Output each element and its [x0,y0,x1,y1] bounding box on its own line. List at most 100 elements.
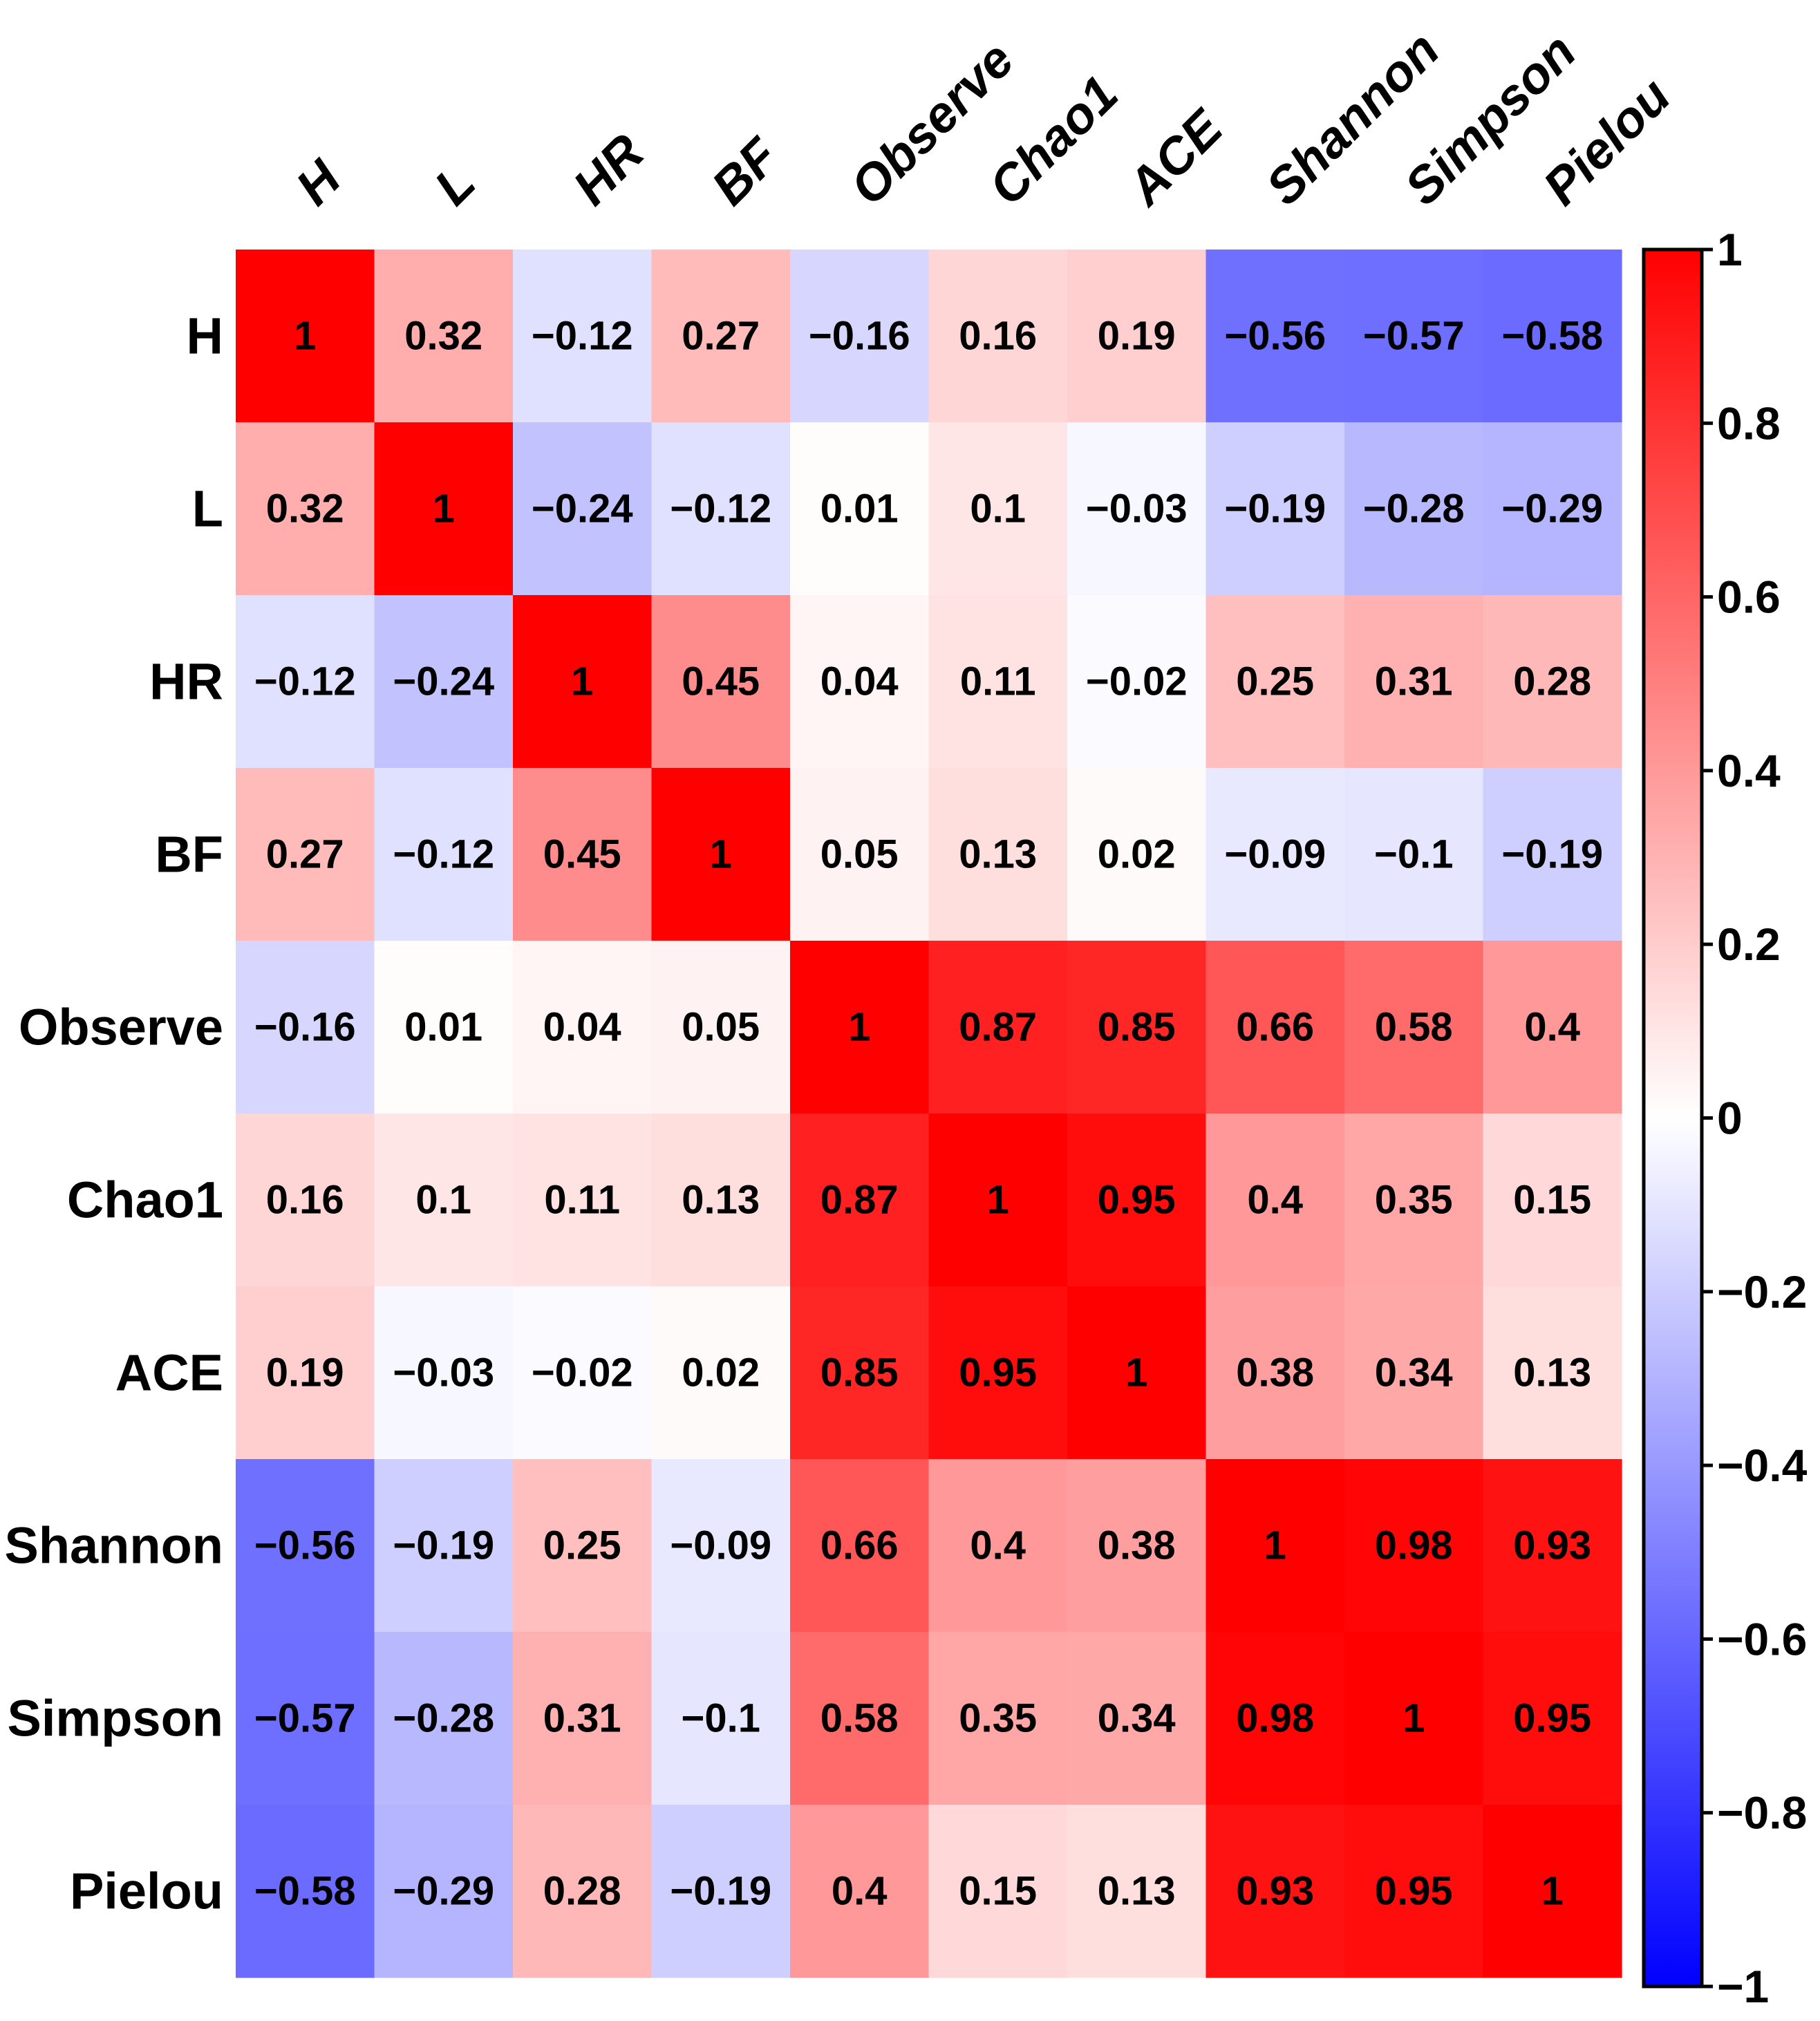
cell-value-label: −0.02 [532,1351,633,1395]
cell-value-label: −0.16 [809,314,910,359]
cell-value-label: 0.27 [266,832,344,877]
cell-value-label: −0.03 [393,1351,494,1395]
column-label-ace: ACE [1115,97,1234,216]
heatmap-cell-Observe-BF [651,941,791,1114]
cell-value-label: 0.87 [820,1178,899,1223]
heatmap-cell-L-HR [513,422,653,596]
cell-value-label: 0.85 [820,1351,899,1395]
cell-value-label: 0.16 [959,314,1037,359]
heatmap-cell-Observe-HR [513,941,653,1114]
row-label-bf: BF [155,826,223,883]
cell-value-label: 0.98 [1375,1523,1453,1568]
heatmap-cell-H-L [374,250,514,423]
cell-value-label: −0.12 [670,487,771,532]
heatmap-cell-L-Pielou [1483,422,1622,596]
cell-value-label: −0.19 [1501,832,1603,877]
heatmap-cell-Shannon-L [374,1459,514,1633]
cell-value-label: 0.35 [959,1696,1037,1741]
cell-value-label: 0.02 [1098,832,1176,877]
cell-value-label: 0.19 [1098,314,1176,359]
cell-value-label: 0.45 [682,659,760,704]
heatmap-cell-ACE-BF [651,1286,791,1460]
heatmap-cell-H-ACE [1067,250,1207,423]
cell-value-label: 0.58 [1375,1005,1453,1050]
heatmap-cell-Observe-Shannon [1205,941,1345,1114]
heatmap-cell-L-H [236,422,375,596]
cell-value-label: 0.25 [1236,659,1314,704]
cell-value-label: −0.29 [393,1869,494,1914]
heatmap-cell-ACE-HR [513,1286,653,1460]
cell-value-label: 0.95 [1513,1696,1591,1741]
heatmap-cell-Shannon-Chao1 [928,1459,1068,1633]
cell-value-label: 0.15 [1513,1178,1591,1223]
cell-value-label: 0.95 [1375,1869,1453,1914]
cell-value-label: −0.56 [1224,314,1326,359]
heatmap-cell-Observe-Chao1 [928,941,1068,1114]
heatmap-cell-Chao1-Shannon [1205,1113,1345,1287]
cell-value-label: 0.87 [959,1005,1037,1050]
heatmap-cell-Pielou-L [374,1805,514,1978]
row-label-h: H [187,308,223,365]
cell-value-label: 1 [294,314,316,359]
heatmap-cell-Chao1-Chao1 [928,1113,1068,1287]
heatmap-cell-Simpson-Chao1 [928,1632,1068,1805]
heatmap-cell-Shannon-Shannon [1205,1459,1345,1633]
heatmap-cell-HR-H [236,595,375,769]
heatmap-cell-BF-Shannon [1205,768,1345,941]
heatmap-cell-Observe-L [374,941,514,1114]
heatmap-cell-Observe-H [236,941,375,1114]
heatmap-cell-Chao1-BF [651,1113,791,1287]
cell-value-label: −0.58 [1501,314,1603,359]
cell-value-label: 1 [433,487,455,532]
legend-tick-label: −0.4 [1717,1440,1808,1491]
heatmap-cell-Chao1-L [374,1113,514,1287]
cell-value-label: 0.19 [266,1351,344,1395]
heatmap-cell-Observe-Pielou [1483,941,1622,1114]
cell-value-label: 0.31 [1375,659,1453,704]
cell-value-label: 1 [848,1005,870,1050]
cell-value-label: 0.13 [1098,1869,1176,1914]
heatmap-cell-H-Shannon [1205,250,1345,423]
heatmap-cell-HR-L [374,595,514,769]
heatmap-cell-BF-L [374,768,514,941]
cell-value-label: 0.66 [1236,1005,1314,1050]
heatmap-cell-BF-Observe [790,768,930,941]
heatmap-cell-BF-BF [651,768,791,941]
heatmap-cell-L-Chao1 [928,422,1068,596]
legend-tick-label: −0.8 [1717,1787,1807,1839]
cell-value-label: 0.4 [1247,1178,1303,1223]
heatmap-cell-H-Observe [790,250,930,423]
heatmap-cell-Pielou-Shannon [1205,1805,1345,1978]
heatmap-cell-L-Shannon [1205,422,1345,596]
cell-value-label: −0.19 [670,1869,771,1914]
heatmap-cell-Observe-Simpson [1344,941,1484,1114]
cell-value-label: −0.19 [393,1523,494,1568]
cell-value-label: −0.1 [1374,832,1454,877]
heatmap-cell-BF-H [236,768,375,941]
cell-value-label: 0.95 [1098,1178,1176,1223]
heatmap-cell-Pielou-Pielou [1483,1805,1622,1978]
heatmap-cell-Shannon-ACE [1067,1459,1207,1633]
heatmap-cell-ACE-Simpson [1344,1286,1484,1460]
heatmap-cell-Pielou-Chao1 [928,1805,1068,1978]
cell-value-label: 0.15 [959,1869,1037,1914]
heatmap-cell-Chao1-H [236,1113,375,1287]
heatmap-cell-Shannon-Observe [790,1459,930,1633]
heatmap-cell-Chao1-Simpson [1344,1113,1484,1287]
row-label-pielou: Pielou [70,1863,223,1920]
cell-value-label: 0.13 [1513,1351,1591,1395]
cell-value-label: 0.11 [544,1178,620,1223]
heatmap-cell-ACE-ACE [1067,1286,1207,1460]
cell-value-label: −0.09 [670,1523,771,1568]
heatmap-cell-Simpson-Shannon [1205,1632,1345,1805]
cell-value-label: 0.35 [1375,1178,1453,1223]
cell-value-label: 0.28 [1513,659,1591,704]
cell-value-label: 1 [1541,1869,1564,1914]
heatmap-cell-ACE-Shannon [1205,1286,1345,1460]
color-legend: 1 0.8 0.6 0.4 0.2 0 −0.2 −0.4 −0.6 −0.8 −1 [1642,224,1808,2012]
cell-value-label: 0.38 [1098,1523,1176,1568]
legend-tick-label: 0 [1717,1093,1743,1144]
heatmap-cell-HR-Simpson [1344,595,1484,769]
column-label-l: L [423,153,486,216]
heatmap-cell-Shannon-Pielou [1483,1459,1622,1633]
